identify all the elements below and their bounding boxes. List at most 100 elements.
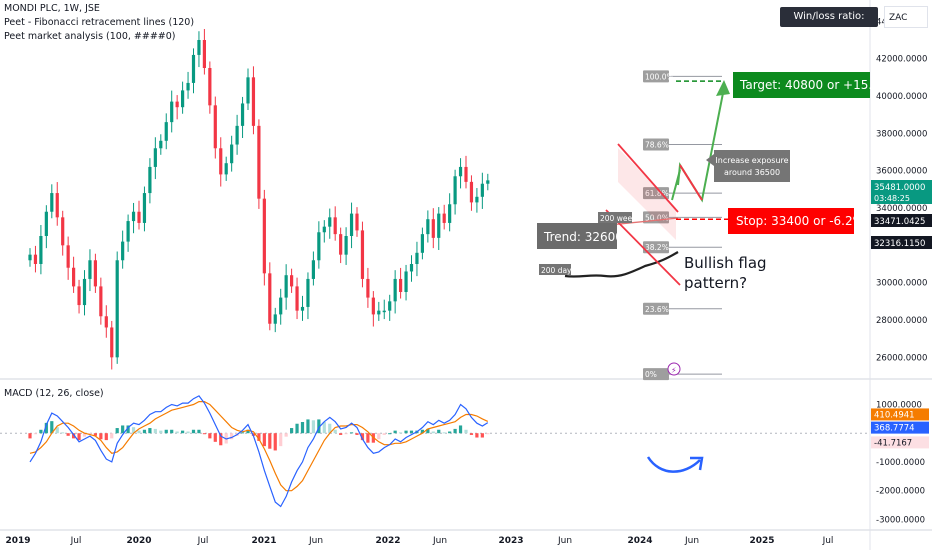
price-candle: [164, 122, 168, 141]
price-candle: [115, 260, 119, 358]
macd-histogram-bar: [72, 433, 76, 439]
price-candle: [110, 327, 114, 358]
currency-selector[interactable]: ZAC: [884, 6, 928, 28]
macd-histogram-bar: [142, 429, 147, 434]
price-candle: [202, 40, 206, 68]
price-axis-tick: 34000.0000: [876, 204, 927, 214]
price-tag-value: 33471.0425: [874, 217, 925, 227]
fib-label-box: [643, 138, 669, 151]
price-candle: [480, 183, 484, 197]
fib-label: 50.0%: [645, 213, 669, 222]
curved-arrow: [646, 456, 701, 473]
price-candle: [235, 125, 239, 145]
macd-histogram-bar: [110, 433, 114, 439]
macd-histogram-bar: [339, 433, 343, 435]
macd-histogram-bar: [66, 433, 70, 436]
macd-histogram-bar: [388, 433, 392, 435]
macd-histogram-bar: [153, 428, 157, 434]
macd-histogram-bar: [219, 433, 223, 446]
price-candle: [431, 219, 435, 238]
macd-histogram-bar: [121, 425, 125, 434]
price-candle: [66, 245, 70, 268]
price-candle: [322, 226, 326, 233]
target-label: Target: 40800 or +15.0%: [739, 78, 891, 92]
exposure-box: [714, 150, 790, 182]
ma-200-day-line: [564, 251, 679, 278]
price-candle: [273, 314, 277, 324]
price-candle: [404, 271, 408, 292]
macd-histogram-bar: [437, 429, 441, 434]
macd-histogram-bar: [420, 429, 424, 434]
price-candle: [175, 101, 179, 108]
price-axis-tick: 30000.0000: [876, 279, 927, 289]
macd-histogram-bar: [208, 433, 212, 439]
price-candle: [230, 144, 234, 164]
price-candle: [366, 278, 370, 298]
fib-label: 0%: [645, 370, 657, 379]
target-box: [733, 72, 870, 98]
macd-histogram-bar: [197, 429, 201, 434]
price-candle: [344, 236, 348, 255]
macd-histogram-bar: [382, 433, 386, 435]
macd-histogram-bar: [399, 432, 403, 434]
trend-label: Trend: 32600: [543, 230, 623, 244]
macd-tag: [871, 408, 929, 421]
price-candle: [159, 140, 163, 149]
fib-label: 38.2%: [645, 243, 669, 252]
price-candle: [126, 221, 130, 242]
macd-histogram-bar: [475, 433, 479, 438]
macd-histogram-bar: [469, 433, 474, 435]
price-candle: [486, 180, 490, 184]
macd-histogram-bar: [448, 431, 452, 434]
price-candle: [268, 273, 272, 324]
macd-histogram-bar: [328, 423, 332, 434]
macd-histogram-bar: [251, 433, 256, 436]
price-axis-tick: 38000.0000: [876, 129, 927, 139]
price-candle: [295, 286, 299, 311]
macd-title: MACD (12, 26, close): [4, 388, 104, 399]
price-tag-value: 35481.0000: [874, 183, 925, 193]
price-candle: [39, 236, 43, 264]
price-candle: [82, 278, 87, 306]
macd-histogram-bar: [426, 428, 430, 434]
price-candle: [121, 241, 125, 261]
price-candle: [137, 211, 141, 223]
time-axis-tick: 2024: [627, 536, 652, 546]
macd-histogram-bar: [50, 421, 54, 434]
price-candle: [437, 213, 441, 238]
fib-label: 78.6%: [645, 141, 669, 150]
lightning-icon[interactable]: [667, 362, 681, 376]
macd-histogram-bar: [360, 433, 365, 441]
price-candle: [464, 166, 468, 182]
fib-label-box: [643, 302, 669, 315]
price-candle: [33, 254, 38, 264]
price-candle: [246, 77, 250, 104]
time-axis-tick: 2019: [5, 536, 30, 546]
price-candle: [197, 40, 201, 55]
macd-histogram-bar: [431, 431, 435, 434]
macd-histogram-bar: [186, 431, 190, 434]
macd-histogram-bar: [393, 430, 397, 434]
time-axis-tick: Jun: [308, 536, 323, 546]
macd-histogram-bar: [273, 433, 277, 451]
macd-histogram-bar: [409, 430, 414, 434]
price-candle: [360, 230, 365, 279]
price-candle: [317, 232, 321, 261]
time-axis-tick: 2020: [126, 536, 151, 546]
macd-axis-tick: -3000.0000: [876, 515, 925, 525]
macd-histogram-bar: [262, 433, 266, 447]
price-candle: [240, 103, 245, 126]
price-candle: [251, 77, 256, 126]
macd-histogram-bar: [159, 430, 163, 434]
indicator-fibonacci-title: Peet - Fibonacci retracement lines (120): [4, 17, 195, 28]
price-candle: [72, 267, 76, 287]
price-candle: [170, 101, 174, 123]
macd-histogram-bar: [61, 432, 65, 434]
price-candle: [339, 234, 343, 255]
price-candle: [50, 193, 54, 212]
macd-axis-tick: -2000.0000: [876, 487, 925, 497]
price-candle: [328, 217, 332, 227]
stop-label: Stop: 33400 or -6.2%: [736, 214, 864, 228]
price-candle: [426, 219, 430, 235]
